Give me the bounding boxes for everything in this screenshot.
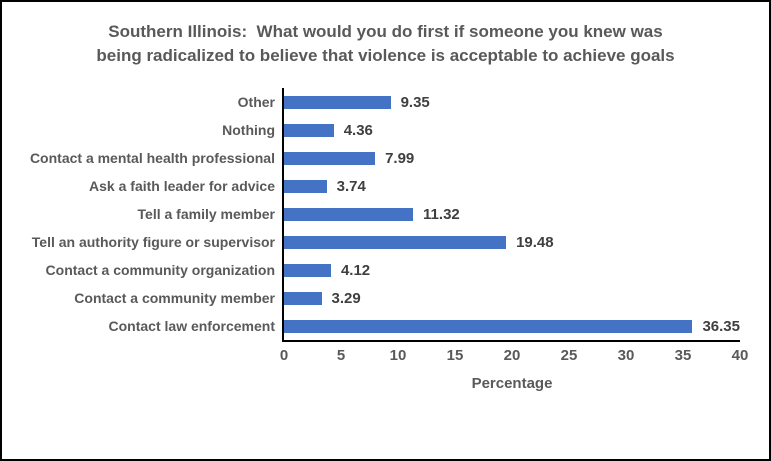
bar xyxy=(284,235,507,249)
category-label: Tell an authority figure or supervisor xyxy=(31,234,275,251)
value-label: 19.48 xyxy=(516,233,554,251)
plot-area: 9.35 4.36 7.99 3.74 11.32 19.48 4.12 3.29 36.35 xyxy=(282,88,740,343)
bar xyxy=(284,291,322,305)
bar-row: 4.36 xyxy=(284,116,740,144)
category-label: Contact a community organization xyxy=(45,262,275,279)
bar-row: 3.29 xyxy=(284,284,740,312)
x-tick-label: 40 xyxy=(731,347,749,365)
bar xyxy=(284,319,693,333)
bar xyxy=(284,207,414,221)
chart-title: Southern Illinois: What would you do fir… xyxy=(96,22,675,66)
bar-row: 11.32 xyxy=(284,200,740,228)
value-label: 3.29 xyxy=(331,289,361,307)
bar xyxy=(284,95,391,109)
value-label: 3.74 xyxy=(336,177,366,195)
bar xyxy=(284,179,327,193)
x-tick-label: 5 xyxy=(336,347,346,365)
x-tick-label: 30 xyxy=(617,347,635,365)
bar-row: 9.35 xyxy=(284,88,740,116)
value-label: 36.35 xyxy=(702,317,740,335)
value-label: 9.35 xyxy=(400,93,430,111)
bar xyxy=(284,263,331,277)
x-tick-label: 35 xyxy=(674,347,692,365)
category-label: Contact a community member xyxy=(74,290,275,307)
value-label: 4.36 xyxy=(343,121,373,139)
x-tick-label: 0 xyxy=(279,347,289,365)
category-label: Contact a mental health professional xyxy=(29,150,275,167)
x-tick-label: 10 xyxy=(389,347,407,365)
category-label: Other xyxy=(237,94,275,111)
bar-row: 3.74 xyxy=(284,172,740,200)
chart-body: Other Nothing Contact a mental health prof… xyxy=(2,88,769,343)
x-tick-label: 25 xyxy=(560,347,578,365)
x-tick-label: 15 xyxy=(446,347,464,365)
value-label: 7.99 xyxy=(385,149,415,167)
value-label: 11.32 xyxy=(423,205,460,223)
x-tick-label: 20 xyxy=(503,347,521,365)
category-label: Ask a faith leader for advice xyxy=(89,178,275,195)
bar-row: 36.35 xyxy=(284,312,740,340)
value-label: 4.12 xyxy=(340,261,371,279)
x-axis-ticks: 0 5 10 15 20 25 30 35 40 xyxy=(280,347,749,367)
category-label: Contact law enforcement xyxy=(108,318,275,335)
category-label: Tell a family member xyxy=(137,206,275,223)
x-axis-label: Percentage xyxy=(471,375,553,393)
bar-row: 19.48 xyxy=(284,228,740,256)
bar-row: 7.99 xyxy=(284,144,740,172)
bar xyxy=(284,151,376,165)
bar xyxy=(284,123,334,137)
category-label: Nothing xyxy=(222,122,275,139)
category-labels: Other Nothing Contact a mental health prof… xyxy=(2,88,282,342)
bar-row: 4.12 xyxy=(284,256,740,284)
